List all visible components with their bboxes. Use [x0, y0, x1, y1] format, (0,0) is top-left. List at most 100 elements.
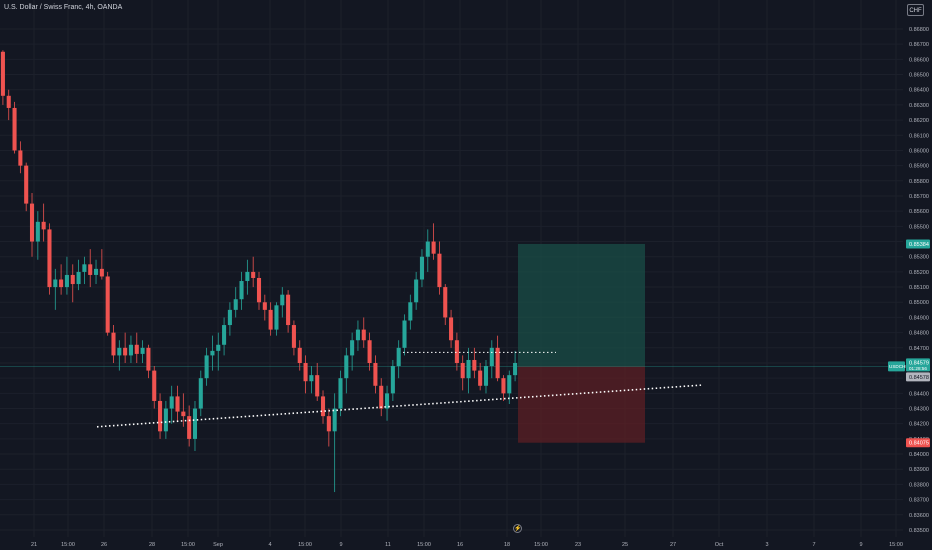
target-price-tag-text: 0.85384 [909, 242, 929, 248]
price-tick-label: 0.84000 [909, 452, 929, 458]
candle-body [379, 385, 384, 409]
candle-body [396, 347, 401, 367]
candle-body [309, 375, 314, 382]
price-tick-label: 0.84800 [909, 331, 929, 337]
price-tick-label: 0.83700 [909, 498, 929, 504]
candle-body [338, 378, 343, 409]
candle-body [303, 363, 308, 382]
price-tick-label: 0.86400 [909, 88, 929, 94]
trend-line [96, 384, 704, 428]
price-tick-label: 0.83900 [909, 467, 929, 473]
candle-body [41, 221, 46, 230]
candle-body [478, 370, 483, 386]
time-tick-label: 26 [101, 542, 107, 548]
time-tick-label: 15:00 [181, 542, 195, 548]
candle-body [192, 408, 198, 439]
candle-body [489, 347, 494, 367]
candle-body [350, 340, 355, 356]
candle-body [361, 329, 366, 341]
price-tick-label: 0.86500 [909, 73, 929, 79]
price-tick-label: 0.84900 [909, 315, 929, 321]
entry-price-tag [906, 372, 930, 382]
candle-body [82, 264, 87, 272]
price-tick-label: 0.83600 [909, 513, 929, 519]
time-tick-label: 4 [268, 542, 271, 548]
candle-body [513, 363, 518, 376]
candle-body [24, 165, 29, 204]
price-tick-label: 0.84700 [909, 346, 929, 352]
candle-body [390, 366, 395, 394]
price-tick-label: 0.84400 [909, 391, 929, 397]
time-tick-label: 27 [670, 542, 676, 548]
candle-body [123, 347, 128, 356]
candle-body [402, 320, 407, 348]
candle-body [18, 150, 23, 166]
time-tick-label: 9 [859, 542, 862, 548]
target-price-tag [906, 239, 930, 249]
candle-body [443, 287, 448, 318]
candle-body [6, 95, 11, 108]
price-tick-label: 0.83800 [909, 482, 929, 488]
candle-body [29, 203, 35, 242]
candle-series [0, 50, 518, 493]
candle-body [268, 309, 273, 330]
candle-body [373, 363, 378, 386]
time-tick-label: 3 [765, 542, 768, 548]
candle-body [419, 256, 425, 280]
candle-body [256, 277, 262, 303]
candle-body [59, 279, 64, 288]
price-tick-label: 0.85700 [909, 194, 929, 200]
candle-body [210, 350, 215, 356]
candle-body [251, 271, 256, 278]
symbol-title[interactable]: U.S. Dollar / Swiss Franc, 4h, OANDA [4, 4, 123, 11]
price-tick-label: 0.86000 [909, 148, 929, 154]
candle-body [0, 51, 5, 96]
time-tick-label: 9 [339, 542, 342, 548]
candle-body [222, 325, 227, 345]
candle-body [344, 355, 349, 379]
candle-body [47, 229, 52, 288]
symbol-tag [888, 361, 905, 372]
candle-body [245, 271, 250, 282]
candle-body [326, 416, 331, 432]
candle-body [12, 107, 17, 151]
price-tick-label: 0.85200 [909, 270, 929, 276]
drawing-lines [96, 351, 704, 428]
candle-body [454, 340, 459, 364]
time-tick-label: 15:00 [889, 542, 903, 548]
price-tick-label: 0.85300 [909, 255, 929, 261]
time-tick-label: 7 [812, 542, 815, 548]
candle-body [181, 411, 186, 417]
price-tick-label: 0.86600 [909, 57, 929, 63]
candle-body [425, 241, 430, 257]
candle-body [146, 347, 151, 371]
risk-reward-zones [0, 243, 903, 443]
time-tick-label: Sep [213, 542, 223, 548]
stop-price-tag-text: 0.84075 [909, 441, 929, 447]
chart-grid [0, 0, 903, 537]
currency-button[interactable]: CHF [907, 4, 924, 16]
candle-body [169, 396, 174, 409]
candle-body [134, 344, 139, 354]
lightning-icon[interactable]: ⚡ [513, 524, 522, 533]
candle-body [286, 294, 291, 326]
stop-zone [518, 366, 645, 443]
time-tick-label: 25 [622, 542, 628, 548]
countdown-text: 01:28:56 [909, 366, 927, 371]
time-tick-label: 15:00 [61, 542, 75, 548]
candle-body [414, 279, 419, 303]
candle-body [93, 268, 99, 275]
candle-body [297, 347, 302, 364]
candle-body [227, 309, 232, 326]
time-axis[interactable]: 21 15:00 26 28 15:00 Sep 4 15:00 9 11 15:00 16 18 15:… [31, 542, 903, 548]
price-tick-label: 0.86700 [909, 42, 929, 48]
candle-body [320, 396, 326, 417]
time-tick-label: 11 [385, 542, 391, 548]
target-zone [518, 243, 645, 367]
candle-body [158, 400, 163, 432]
current-price-text: 0.84579 [909, 360, 929, 366]
candle-body [507, 375, 512, 394]
